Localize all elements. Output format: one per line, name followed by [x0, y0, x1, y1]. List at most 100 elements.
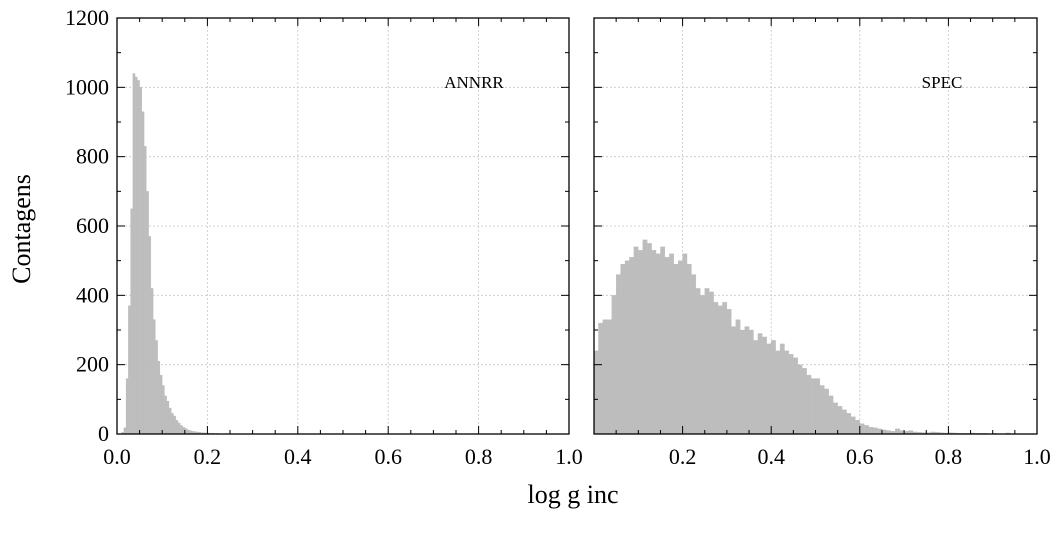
histogram-bar — [779, 343, 785, 435]
x-tick-label: 0.0 — [103, 444, 131, 469]
histogram-bar — [159, 374, 163, 435]
histogram-bar — [735, 319, 741, 435]
histogram-bar — [797, 364, 803, 435]
histogram-bar — [895, 428, 900, 435]
panel-spec: 0.2 0.4 0.6 0.8 1.0 SPEC — [593, 17, 1051, 469]
histogram-bar — [713, 302, 719, 435]
histogram-bar — [164, 395, 167, 435]
histogram-bar — [137, 80, 140, 435]
histogram-bar — [802, 367, 807, 435]
x-axis-title: log g inc — [528, 480, 619, 509]
histogram-bar — [175, 419, 179, 435]
histogram-bar — [153, 319, 156, 435]
histogram-bar — [602, 319, 608, 435]
histogram-bar — [607, 319, 612, 435]
histogram-bar — [128, 305, 131, 435]
histogram-bar — [660, 246, 666, 435]
x-tick-label: 1.0 — [1023, 444, 1051, 469]
histogram-bar — [753, 340, 759, 435]
x-tick-label: 0.8 — [935, 444, 963, 469]
histogram-bar — [598, 322, 604, 435]
histogram-bar — [722, 302, 728, 435]
histogram-bar — [771, 340, 776, 435]
x-tick-label: 0.6 — [846, 444, 874, 469]
panel-label: SPEC — [922, 73, 963, 92]
histogram-bar — [784, 350, 790, 435]
histogram-bar — [123, 427, 127, 435]
x-tick-label: 0.4 — [284, 444, 312, 469]
histogram-bar — [819, 385, 825, 435]
histogram-bar — [850, 416, 856, 435]
histogram-bar — [134, 76, 138, 435]
histogram-bar — [141, 111, 145, 435]
histogram-bar — [180, 425, 183, 435]
x-tick-label: 0.6 — [374, 444, 402, 469]
histogram-bar — [593, 350, 599, 435]
histogram-bar — [155, 340, 158, 435]
histogram-bar — [150, 288, 154, 435]
histogram-bar — [669, 253, 674, 435]
histogram-bar — [130, 208, 133, 435]
histogram-bar — [744, 326, 750, 435]
histogram-bar — [642, 239, 648, 435]
histogram-bar — [868, 426, 874, 435]
histogram-bar — [704, 288, 710, 435]
histogram-bar — [146, 191, 149, 435]
panel-annrr: 0.0 0.2 0.4 0.6 0.8 1.0 0 200 400 600 800 1000 1200 A… — [65, 5, 583, 469]
x-tick-label: 1.0 — [555, 444, 583, 469]
y-tick-label: 1000 — [65, 74, 109, 99]
panel-label: ANNRR — [444, 73, 504, 92]
histogram-bar — [828, 395, 834, 435]
histogram-bar — [859, 423, 865, 435]
histogram-bar — [125, 378, 129, 435]
histogram-bar — [700, 295, 705, 435]
histogram-bar — [731, 326, 736, 435]
histogram-bar — [872, 427, 878, 435]
histogram-bar — [762, 336, 767, 435]
histogram-bar — [824, 388, 829, 435]
histogram-bar — [806, 374, 812, 435]
histogram-bar — [624, 260, 630, 435]
histogram-bar — [171, 413, 174, 435]
histogram-bar — [691, 274, 697, 435]
histogram-bar — [810, 378, 816, 435]
histogram-bar — [793, 357, 798, 435]
y-tick-label: 400 — [76, 282, 109, 307]
histogram-bar — [815, 378, 821, 435]
histogram-bar — [740, 329, 745, 435]
histogram-bar — [166, 400, 170, 435]
histogram-bar — [132, 73, 136, 435]
histogram-bar — [173, 415, 176, 435]
histogram-bar — [837, 406, 843, 435]
histogram-bar — [748, 329, 754, 435]
histogram-bar — [841, 409, 847, 435]
histogram-bar — [877, 428, 883, 435]
y-tick-label: 200 — [76, 352, 109, 377]
y-tick-label: 600 — [76, 213, 109, 238]
histogram-bar — [157, 361, 161, 435]
histogram-bar — [757, 333, 763, 435]
histogram-bar — [638, 250, 643, 435]
histogram-bar — [766, 343, 772, 435]
histogram-bar — [655, 253, 661, 435]
x-tick-label: 0.4 — [757, 444, 785, 469]
y-tick-label: 1200 — [65, 5, 109, 30]
histogram-bar — [855, 419, 860, 435]
histogram-bar — [695, 288, 701, 435]
histogram-bar — [616, 274, 621, 435]
histogram-bar — [788, 354, 794, 435]
x-tick-label: 0.2 — [669, 444, 697, 469]
histogram-bar — [846, 413, 852, 435]
histogram-bar — [717, 305, 723, 435]
histogram-bar — [139, 87, 143, 435]
histogram-bar — [775, 350, 781, 435]
y-tick-label: 800 — [76, 144, 109, 169]
histogram-bar — [682, 253, 688, 435]
histogram-bar — [177, 422, 181, 435]
histogram-bar — [611, 295, 617, 435]
histogram-bar — [620, 263, 626, 435]
histogram-bar — [709, 291, 714, 435]
histogram-bar — [864, 425, 869, 435]
histogram-bar — [633, 246, 639, 435]
